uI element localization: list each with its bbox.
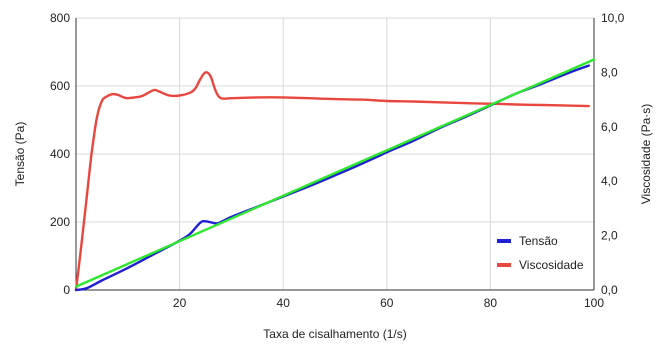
x-tick-label: 20 xyxy=(173,296,187,310)
y-left-tick-label: 400 xyxy=(50,147,70,161)
grid-lines xyxy=(76,17,594,290)
x-tick-label: 60 xyxy=(380,296,394,310)
legend: Tensão Viscosidade xyxy=(497,234,584,272)
y-right-tick-label: 0,0 xyxy=(601,283,618,297)
y-right-tick-label: 8,0 xyxy=(601,65,618,79)
series-group xyxy=(74,58,596,292)
y-left-tick-label: 0 xyxy=(63,283,70,297)
y-right-tick-label: 6,0 xyxy=(601,120,618,134)
axes xyxy=(75,18,595,291)
x-tick-label: 40 xyxy=(277,296,291,310)
y-axis-right-title: Viscosidade (Pa·s) xyxy=(639,104,653,205)
legend-label: Viscosidade xyxy=(519,258,584,272)
x-tick-label: 100 xyxy=(584,296,604,310)
y-right-tick-label: 4,0 xyxy=(601,174,618,188)
y-left-tick-label: 800 xyxy=(50,11,70,25)
series-line-viscosidade xyxy=(74,71,590,292)
trend-line xyxy=(74,58,596,288)
y-left-tick-label: 200 xyxy=(50,215,70,229)
legend-label: Tensão xyxy=(519,234,558,248)
y-axis-left-title: Tensão (Pa) xyxy=(13,122,27,187)
x-axis-title: Taxa de cisalhamento (1/s) xyxy=(263,327,406,341)
y-right-tick-label: 10,0 xyxy=(601,11,625,25)
y-left-tick-label: 600 xyxy=(50,79,70,93)
x-tick-label: 80 xyxy=(484,296,498,310)
y-right-tick-label: 2,0 xyxy=(601,229,618,243)
